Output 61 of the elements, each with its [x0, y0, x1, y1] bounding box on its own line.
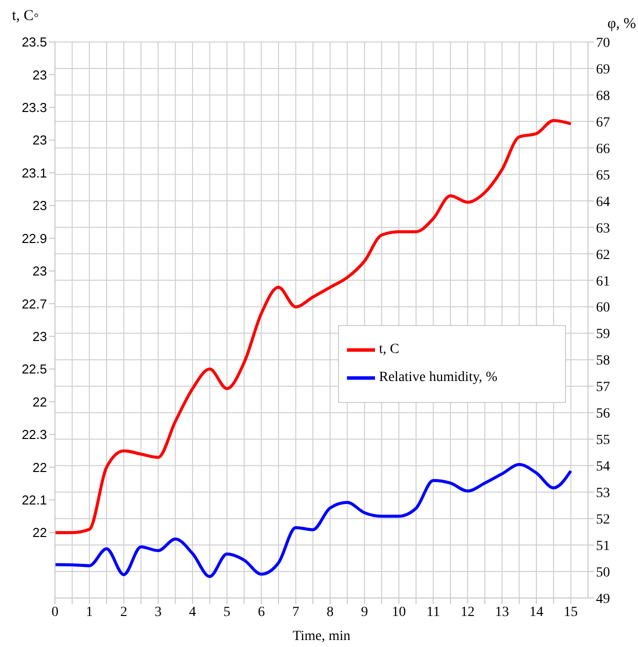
y-tick-label: 22 [32, 394, 47, 410]
x-tick-label: 13 [495, 604, 510, 620]
y2-tick-label: 51 [596, 539, 610, 554]
y2-tick-label: 64 [596, 194, 610, 210]
y2-tick-label: 62 [596, 248, 610, 263]
legend-label: Relative humidity, % [379, 370, 498, 386]
y2-tick-label: 50 [596, 565, 610, 580]
y2-tick-label: 52 [596, 512, 610, 528]
x-axis-title: Time, min [292, 629, 350, 644]
line-series [55, 118, 572, 534]
y2-tick-label: 68 [596, 88, 610, 104]
y2-tick-label: 55 [596, 433, 610, 448]
y2-tick-label: 49 [596, 592, 610, 607]
x-tick-label: 15 [564, 604, 578, 620]
y2-tick-label: 54 [596, 460, 610, 475]
x-tick-label: 4 [189, 604, 196, 620]
x-tick-label: 10 [392, 604, 406, 620]
y2-tick-label: 63 [596, 221, 610, 236]
y2-tick-label: 57 [596, 380, 610, 396]
x-tick-label: 9 [360, 604, 368, 620]
y-tick-label: 22 [32, 460, 47, 475]
x-tick-label: 8 [326, 604, 334, 620]
legend-label: t, C [379, 342, 400, 358]
x-tick-label: 6 [258, 604, 265, 620]
y-tick-label: 23 [32, 198, 47, 214]
y-tick-label: 22.5 [22, 362, 47, 377]
x-tick-label: 0 [52, 604, 58, 620]
y2-tick-label: 53 [596, 486, 610, 502]
y-axis-title: t, C◦ [12, 8, 39, 25]
y-tick-label: 23.1 [22, 165, 47, 180]
y-tick-label: 23.3 [22, 100, 47, 116]
y2-tick-label: 60 [596, 300, 610, 316]
y2-tick-label: 69 [596, 62, 610, 78]
y-tick-label: 23 [32, 264, 47, 279]
y-tick-label: 22.9 [22, 230, 47, 246]
y2-tick-label: 67 [596, 115, 610, 130]
y-tick-label: 22 [32, 525, 47, 540]
x-tick-label: 2 [120, 604, 128, 620]
y-tick-label: 23.5 [22, 34, 47, 50]
y2-tick-label: 56 [596, 406, 610, 422]
y2-tick-label: 66 [596, 142, 610, 157]
line-series [55, 463, 572, 578]
x-tick-label: 7 [292, 604, 300, 620]
x-tick-label: 14 [529, 604, 544, 620]
y2-tick-label: 70 [596, 36, 610, 51]
y-tick-label: 23 [32, 132, 47, 148]
x-tick-label: 5 [223, 604, 230, 620]
y-tick-label: 23 [32, 67, 47, 82]
x-tick-label: 3 [154, 604, 162, 620]
x-tick-label: 11 [426, 604, 440, 620]
y2-tick-label: 61 [596, 274, 610, 290]
y2-axis-title: φ, % [607, 16, 636, 33]
y-tick-label: 22.7 [22, 296, 47, 312]
y2-tick-label: 65 [596, 168, 610, 184]
x-tick-label: 12 [460, 604, 475, 620]
y2-tick-label: 59 [596, 327, 610, 342]
y-tick-label: 22.3 [22, 427, 47, 442]
y2-tick-label: 58 [596, 354, 610, 369]
y-tick-label: 23 [32, 328, 47, 344]
y-tick-label: 22.1 [22, 492, 47, 508]
x-tick-label: 1 [86, 604, 93, 620]
